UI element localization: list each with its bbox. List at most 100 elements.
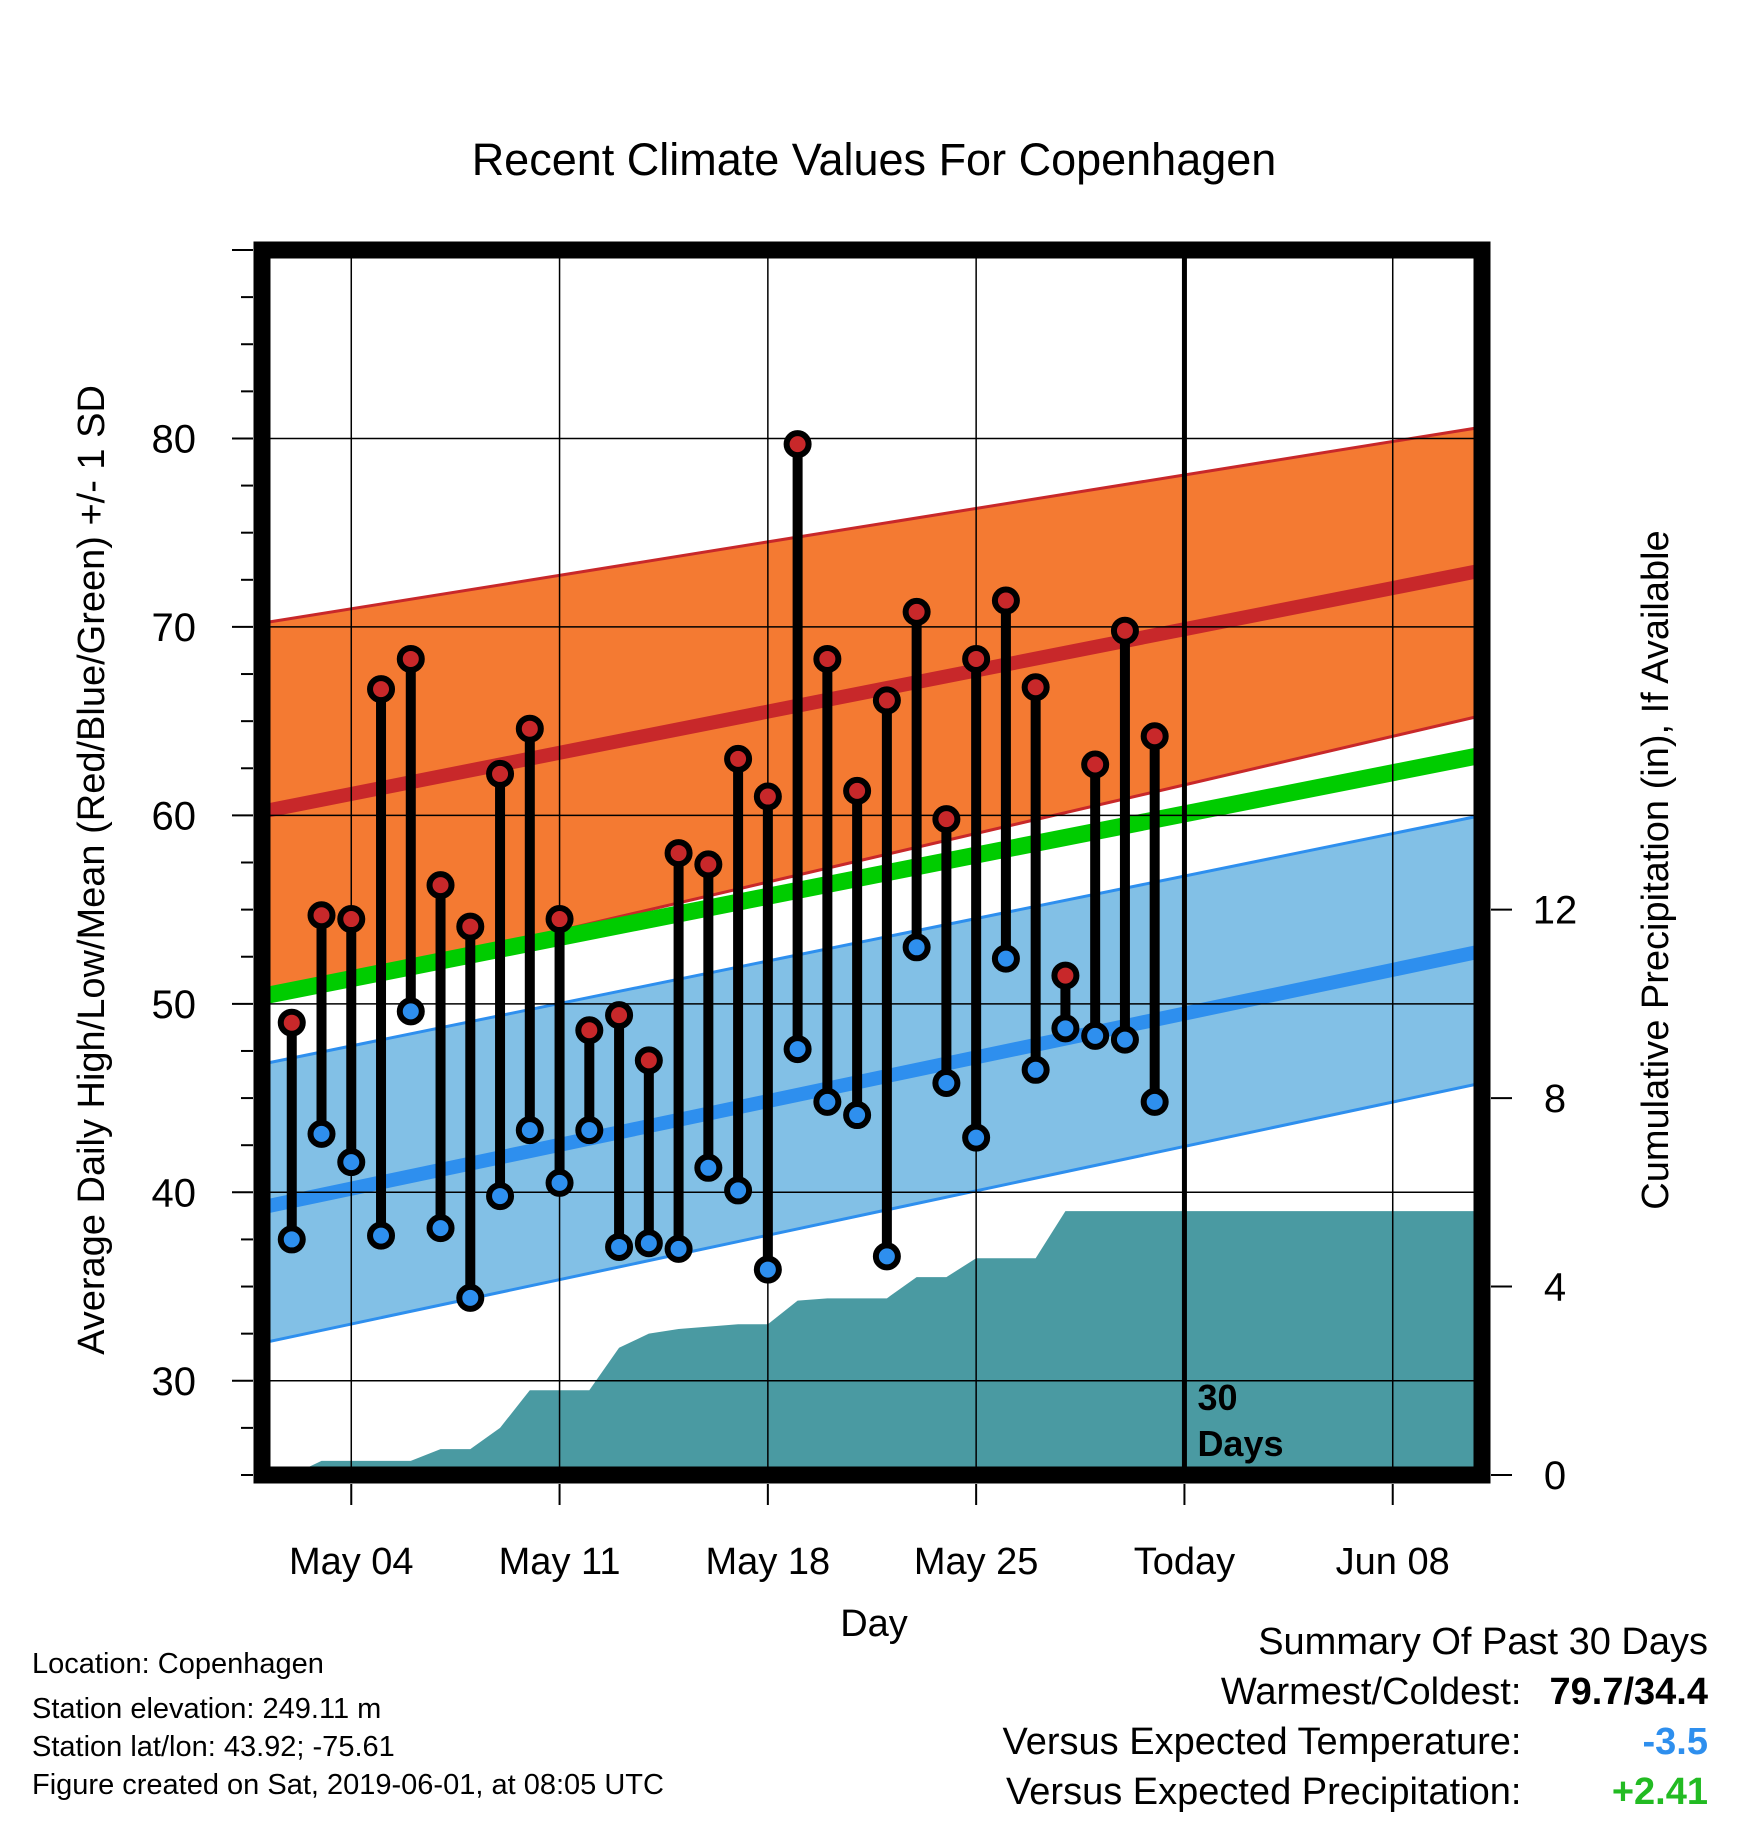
x-tick-label: May 04 <box>289 1541 414 1583</box>
precipitation-area <box>262 1211 1482 1475</box>
low-point <box>634 1229 663 1258</box>
low-point <box>367 1221 396 1250</box>
low-point <box>545 1168 574 1197</box>
y2-tick-label: 8 <box>1544 1077 1566 1121</box>
high-point <box>545 905 574 934</box>
high-point <box>1021 673 1050 702</box>
high-point <box>902 597 931 626</box>
summary-precip-label: Versus Expected Precipitation: <box>1006 1771 1522 1813</box>
low-point <box>991 944 1020 973</box>
high-point <box>515 714 544 743</box>
low-point <box>426 1214 455 1243</box>
low-point <box>962 1123 991 1152</box>
high-point <box>367 675 396 704</box>
high-point <box>724 744 753 773</box>
high-point <box>486 759 515 788</box>
high-point <box>753 782 782 811</box>
high-point <box>605 1001 634 1030</box>
y-tick-label: 50 <box>152 983 197 1027</box>
low-point <box>694 1153 723 1182</box>
low-point <box>456 1283 485 1312</box>
high-point <box>634 1046 663 1075</box>
y2-tick-label: 0 <box>1544 1454 1566 1498</box>
plot-frame <box>253 241 1491 1484</box>
info-location: Location: Copenhagen <box>32 1648 324 1680</box>
info-elevation: Station elevation: 249.11 m <box>32 1693 382 1725</box>
high-point <box>872 686 901 715</box>
x-axis-label: Day <box>840 1603 908 1645</box>
summary-temp-label: Versus Expected Temperature: <box>1002 1721 1522 1763</box>
summary-warmest-label: Warmest/Coldest: <box>1220 1671 1522 1713</box>
high-point <box>337 905 366 934</box>
summary-panel: Summary Of Past 30 Days Warmest/Coldest:… <box>1003 1617 1708 1817</box>
low-point <box>1021 1055 1050 1084</box>
low-point <box>486 1182 515 1211</box>
y-tick-label: 60 <box>152 794 197 838</box>
high-point <box>277 1008 306 1037</box>
low-point <box>932 1069 961 1097</box>
low-point <box>515 1116 544 1145</box>
low-point <box>396 997 425 1026</box>
low-point <box>1051 1014 1080 1043</box>
y2-tick-label: 4 <box>1544 1266 1566 1310</box>
high-point <box>307 901 336 930</box>
station-info: Location: Copenhagen Station elevation: … <box>32 1647 664 1802</box>
y-tick-label: 70 <box>152 606 197 650</box>
low-point <box>605 1232 634 1261</box>
summary-precip-row: Versus Expected Precipitation: +2.41 <box>1003 1767 1708 1817</box>
low-point <box>783 1035 812 1064</box>
low-point <box>1081 1021 1110 1050</box>
low-point <box>843 1101 872 1130</box>
y-tick-label: 30 <box>152 1360 197 1404</box>
high-point <box>694 850 723 879</box>
summary-title: Summary Of Past 30 Days <box>1258 1621 1708 1663</box>
high-point <box>396 644 425 673</box>
high-mean-line <box>260 563 1484 819</box>
summary-warmest-value: 79.7/34.4 <box>1549 1671 1708 1713</box>
x-tick-label: May 18 <box>706 1541 831 1583</box>
y2-axis-label: Cumulative Precipitation (in), If Availa… <box>1635 530 1677 1209</box>
high-point <box>426 871 455 900</box>
high-point <box>1051 961 1080 990</box>
info-latlon: Station lat/lon: 43.92; -75.61 <box>32 1731 395 1763</box>
high-sd-band <box>262 427 1482 1001</box>
x-tick-label: Jun 08 <box>1336 1541 1450 1583</box>
summary-temp-row: Versus Expected Temperature: -3.5 <box>1003 1717 1708 1767</box>
low-point <box>813 1087 842 1116</box>
high-point <box>843 776 872 805</box>
high-point <box>664 839 693 868</box>
high-point <box>813 644 842 673</box>
y-tick-label: 40 <box>152 1171 197 1215</box>
low-point <box>277 1225 306 1254</box>
low-point <box>337 1148 366 1177</box>
y2-tick-label: 12 <box>1533 889 1578 933</box>
x-tick-label: May 11 <box>499 1541 621 1583</box>
summary-warmest-row: Warmest/Coldest: 79.7/34.4 <box>1003 1667 1708 1717</box>
y-tick-label: 80 <box>152 417 197 461</box>
high-point <box>1140 722 1169 751</box>
low-point <box>902 933 931 962</box>
today-days-label: Days <box>1197 1423 1283 1464</box>
high-point <box>456 912 485 941</box>
high-point <box>962 644 991 673</box>
high-sd-band-upper-edge <box>261 425 1483 625</box>
x-tick-label: May 25 <box>914 1541 1039 1583</box>
low-point <box>307 1119 336 1148</box>
chart-title: Recent Climate Values For Copenhagen <box>472 134 1277 185</box>
low-point <box>575 1116 604 1145</box>
high-point <box>783 430 812 459</box>
summary-precip-value: +2.41 <box>1611 1771 1708 1813</box>
low-point <box>753 1255 782 1284</box>
high-point <box>1110 616 1139 645</box>
high-point <box>991 586 1020 615</box>
info-created: Figure created on Sat, 2019-06-01, at 08… <box>32 1769 664 1801</box>
high-point <box>932 805 961 834</box>
high-point <box>575 1016 604 1045</box>
low-point <box>1140 1087 1169 1116</box>
low-point <box>724 1176 753 1205</box>
y-axis-label: Average Daily High/Low/Mean (Red/Blue/Gr… <box>71 385 113 1355</box>
low-point <box>1110 1025 1139 1054</box>
high-point <box>1081 750 1110 779</box>
low-point <box>664 1234 693 1263</box>
